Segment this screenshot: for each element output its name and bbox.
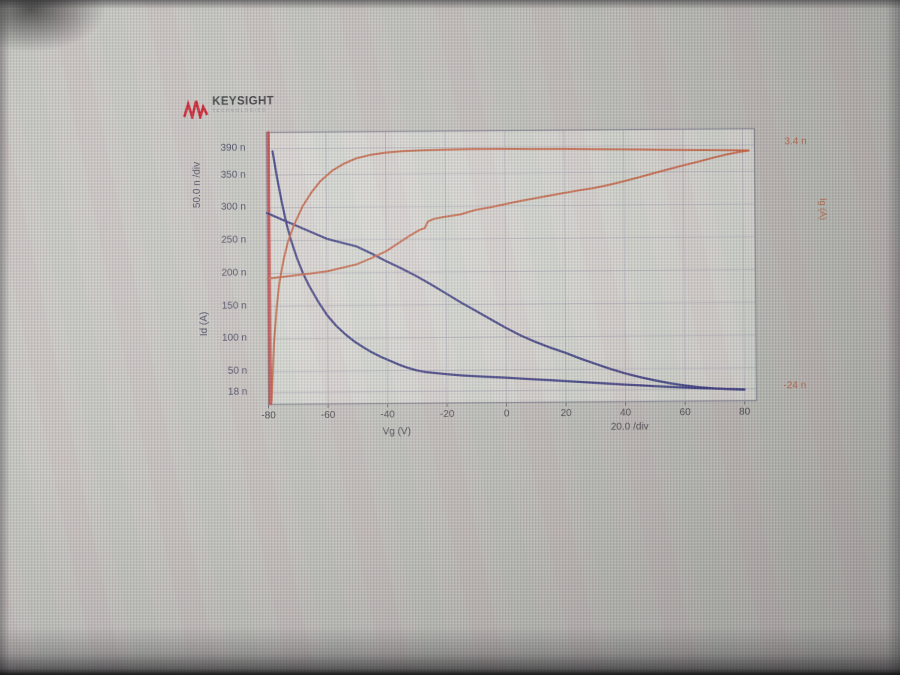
- x-tick-label: 0: [503, 408, 510, 420]
- y1-scale-per-div-label: 50.0 n /div: [191, 161, 203, 209]
- y1-tick-label: 18 n: [227, 386, 248, 398]
- x-tick-label: 40: [620, 407, 632, 419]
- y-gridline: [266, 170, 755, 176]
- x-gridline: [444, 131, 448, 404]
- y-gridline: [266, 144, 755, 150]
- y2-min-value-label: -24 n: [783, 380, 807, 392]
- y-gridline: [267, 269, 756, 274]
- x-tick-label: 80: [739, 406, 751, 418]
- y-gridline: [267, 301, 756, 307]
- y2-axis-title: Ig (A): [817, 198, 829, 221]
- y-gridline: [266, 203, 755, 209]
- keysight-logo: KEYSIGHT TECHNOLOGIES: [183, 95, 274, 120]
- y-gridline: [267, 236, 756, 241]
- trace-ig-sweep-1: [270, 147, 750, 404]
- y1-tick-label: 350 n: [220, 169, 246, 181]
- plot-background: [266, 128, 757, 405]
- trace-ig-sweep-2: [266, 149, 750, 280]
- y1-axis-title: Id (A): [198, 311, 210, 337]
- trace-id-sweep-1: [271, 150, 746, 391]
- y-gridline: [268, 388, 757, 394]
- x-gridline: [504, 130, 507, 403]
- keysight-spark-icon: [183, 99, 209, 120]
- y1-tick-label: 100 n: [221, 333, 248, 345]
- trace-ig-spike-at-start: [266, 131, 272, 406]
- y1-tick-label: 250 n: [221, 234, 247, 246]
- plot-border: [265, 127, 758, 406]
- x-tick-label: -40: [380, 409, 395, 421]
- y1-tick-label: 150 n: [221, 300, 247, 312]
- x-axis-title: Vg (V): [382, 426, 411, 438]
- y1-tick-label: 300 n: [220, 201, 247, 214]
- x-tick-label: 20: [560, 408, 572, 420]
- y1-tick-label: 390 n: [220, 142, 246, 155]
- x-gridline: [742, 128, 746, 401]
- x-gridline: [563, 130, 567, 403]
- x-gridline: [385, 131, 388, 404]
- x-gridline: [682, 129, 686, 402]
- x-gridline: [325, 131, 329, 404]
- x-gridline: [623, 129, 626, 402]
- y1-tick-label: 200 n: [221, 267, 247, 279]
- trace-id-sweep-2: [265, 211, 746, 391]
- y1-tick-label: 50 n: [227, 365, 248, 377]
- y2-max-value-label: 3.4 n: [784, 136, 807, 148]
- x-tick-label: 60: [679, 407, 691, 419]
- x-tick-label: -80: [261, 410, 276, 422]
- x-tick-label: -20: [439, 408, 455, 421]
- x-scale-per-div-label: 20.0 /div: [610, 421, 649, 433]
- y-gridline: [268, 367, 757, 373]
- x-tick-label: -60: [320, 409, 336, 422]
